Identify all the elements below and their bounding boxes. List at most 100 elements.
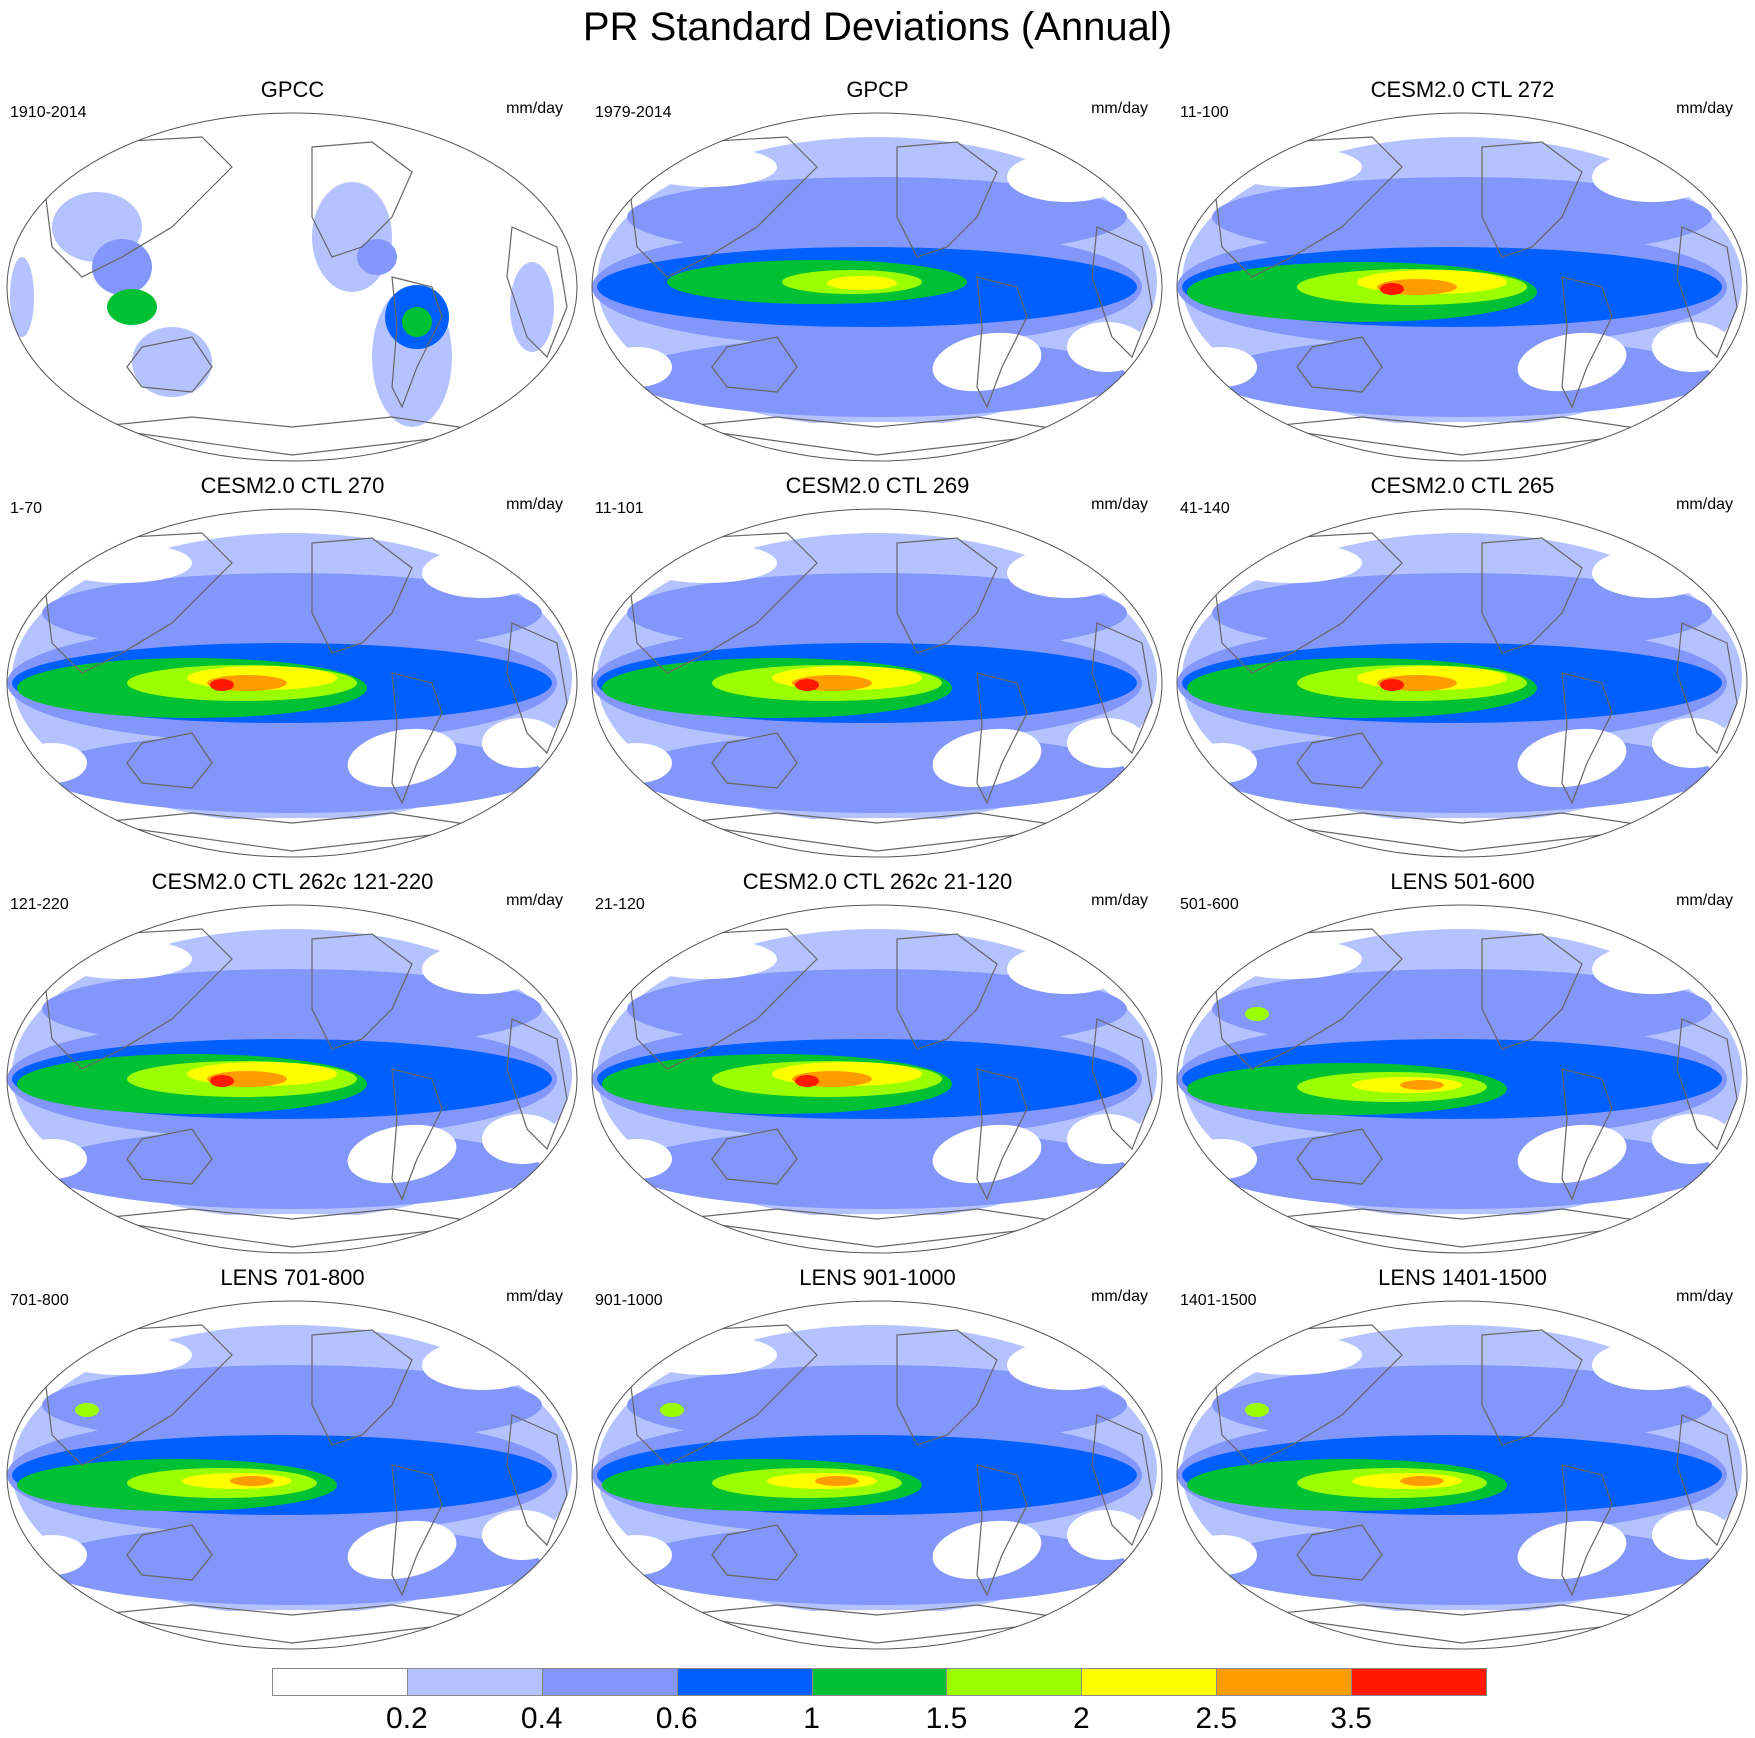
north-america-shading bbox=[312, 182, 392, 292]
se-atlantic-high bbox=[482, 1510, 562, 1560]
antarctica-coastline bbox=[676, 812, 1078, 852]
storm-track-south bbox=[627, 1129, 1127, 1209]
north-america-coastline bbox=[311, 1329, 413, 1446]
panel-title: GPCC bbox=[260, 77, 325, 102]
warm-pool-red bbox=[1380, 679, 1404, 691]
asia-coastline bbox=[626, 532, 818, 674]
antarctica-coastline bbox=[1261, 1208, 1663, 1248]
se-pacific-high bbox=[1517, 728, 1627, 788]
asia-coastline bbox=[41, 1324, 233, 1466]
storm-track-south bbox=[1212, 337, 1712, 417]
siberia-white bbox=[52, 939, 192, 979]
panel-units: mm/day bbox=[1676, 892, 1733, 909]
map-border bbox=[6, 1300, 578, 1650]
storm-track-south bbox=[627, 1525, 1127, 1605]
panel-units: mm/day bbox=[1676, 1288, 1733, 1305]
north-atlantic-white bbox=[1592, 152, 1712, 202]
se-atlantic-high bbox=[1652, 718, 1732, 768]
se-atlantic-high bbox=[1067, 1510, 1147, 1560]
asia-coastline bbox=[626, 1324, 818, 1466]
map-panel: GPCP 1979-2014 mm/day bbox=[585, 76, 1170, 462]
map-panel: LENS 701-800 701-800 mm/day bbox=[0, 1264, 585, 1650]
australia-coastline bbox=[711, 732, 798, 789]
asia-coastline bbox=[626, 928, 818, 1070]
coastlines bbox=[41, 928, 568, 1248]
asia-coastline bbox=[1211, 532, 1403, 674]
colorbar-label: 1 bbox=[803, 1702, 820, 1735]
colorbar-label: 0.4 bbox=[520, 1702, 563, 1735]
africa-coastline bbox=[1676, 1414, 1738, 1547]
colorbar-swatch bbox=[541, 1668, 678, 1696]
north-america-coastline bbox=[311, 933, 413, 1050]
maritime-shading bbox=[107, 289, 157, 325]
map-border bbox=[1176, 112, 1748, 462]
se-pacific-high bbox=[347, 728, 457, 788]
se-atlantic-high bbox=[1067, 322, 1147, 372]
panel-title: CESM2.0 CTL 269 bbox=[785, 473, 970, 498]
panel-title: CESM2.0 CTL 270 bbox=[200, 473, 385, 498]
world-map bbox=[1176, 112, 1748, 462]
colorbar-label: 0.6 bbox=[655, 1702, 698, 1735]
australia-coastline bbox=[1296, 1128, 1383, 1185]
se-pacific-high bbox=[347, 1124, 457, 1184]
precip-field bbox=[592, 1325, 1157, 1640]
antarctica-coastline bbox=[91, 1208, 493, 1248]
australia-coastline bbox=[126, 1524, 213, 1581]
storm-track-south bbox=[42, 733, 542, 813]
panel-units: mm/day bbox=[1676, 100, 1733, 117]
se-pacific-high bbox=[932, 1124, 1042, 1184]
siberia-white bbox=[1222, 1335, 1362, 1375]
asia-coastline bbox=[1211, 136, 1403, 278]
panel-year-range: 1910-2014 bbox=[10, 104, 87, 121]
panel-year-range: 21-120 bbox=[595, 896, 645, 913]
map-panel: LENS 901-1000 901-1000 mm/day bbox=[585, 1264, 1170, 1650]
antarctica-coastline bbox=[1261, 812, 1663, 852]
storm-track-south bbox=[1212, 733, 1712, 813]
panel-title: CESM2.0 CTL 272 bbox=[1370, 77, 1555, 102]
africa-coastline bbox=[1091, 622, 1153, 755]
map-border bbox=[591, 508, 1163, 858]
storm-track-south bbox=[1212, 1129, 1712, 1209]
antarctica-coastline bbox=[676, 1604, 1078, 1644]
world-map bbox=[591, 508, 1163, 858]
map-border bbox=[591, 112, 1163, 462]
tibet-lime bbox=[1245, 1403, 1269, 1417]
asia-coastline bbox=[41, 928, 233, 1070]
warm-pool-red bbox=[1380, 283, 1404, 295]
south-america-coastline bbox=[1561, 276, 1613, 409]
panel-year-range: 701-800 bbox=[10, 1292, 69, 1309]
panel-units: mm/day bbox=[1091, 100, 1148, 117]
siberia-white bbox=[637, 543, 777, 583]
south-america-coastline bbox=[1561, 1464, 1613, 1597]
world-map bbox=[1176, 1300, 1748, 1650]
storm-track-south bbox=[42, 1525, 542, 1605]
north-atlantic-white bbox=[422, 548, 542, 598]
africa-coastline bbox=[1676, 1018, 1738, 1151]
africa-coastline bbox=[1676, 622, 1738, 755]
se-pacific-high bbox=[1517, 332, 1627, 392]
australia-coastline bbox=[711, 1524, 798, 1581]
tibet-lime bbox=[1245, 1007, 1269, 1021]
se-atlantic-high bbox=[482, 718, 562, 768]
panel-year-range: 11-101 bbox=[595, 500, 644, 517]
storm-track-south bbox=[42, 1129, 542, 1209]
panel-year-range: 1-70 bbox=[10, 500, 43, 517]
siberia-white bbox=[637, 1335, 777, 1375]
panel-year-range: 501-600 bbox=[1180, 896, 1239, 913]
africa-coastline bbox=[1091, 1414, 1153, 1547]
south-america-coastline bbox=[391, 276, 443, 409]
map-background bbox=[7, 113, 577, 461]
storm-track-south bbox=[1212, 1525, 1712, 1605]
australia-coastline bbox=[1296, 336, 1383, 393]
north-america-coastline bbox=[896, 933, 998, 1050]
antarctica-coastline bbox=[676, 416, 1078, 456]
north-america-coastline bbox=[311, 141, 413, 258]
panel-units: mm/day bbox=[506, 1288, 563, 1305]
coastlines bbox=[1211, 928, 1738, 1248]
panel-year-range: 1401-1500 bbox=[1180, 1292, 1257, 1309]
precip-field bbox=[1177, 137, 1742, 452]
north-america-coastline bbox=[1481, 933, 1583, 1050]
map-border bbox=[591, 1300, 1163, 1650]
north-america-coastline bbox=[896, 537, 998, 654]
warm-pool-yellow bbox=[827, 276, 897, 290]
